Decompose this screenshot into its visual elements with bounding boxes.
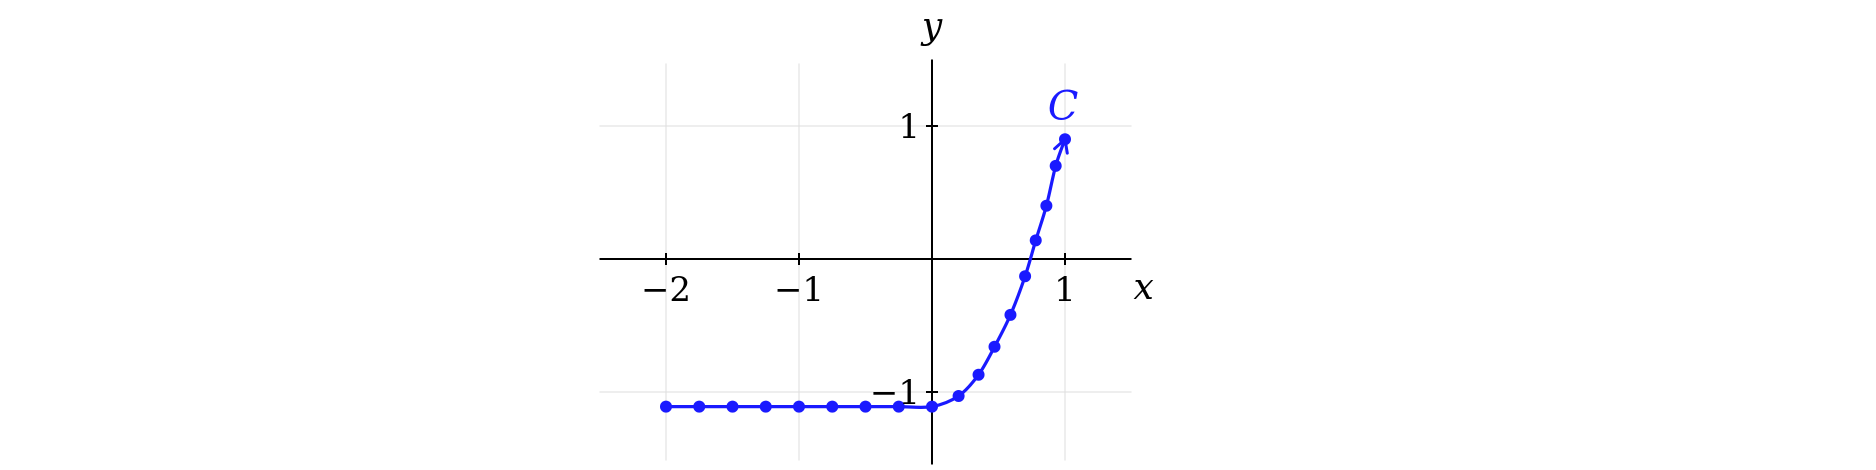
y-tick-label: −1 (870, 373, 920, 413)
data-point (892, 400, 905, 413)
data-point (859, 400, 872, 413)
data-point (972, 368, 985, 381)
data-point (693, 400, 706, 413)
x-axis-label: x (1134, 267, 1154, 308)
data-point (952, 389, 965, 402)
data-point (826, 400, 839, 413)
data-point (1049, 159, 1062, 172)
data-point (759, 400, 772, 413)
data-point (1029, 234, 1042, 247)
axes (599, 59, 1132, 465)
data-point (1004, 308, 1017, 321)
arrowhead (1053, 136, 1069, 155)
series-layer (660, 133, 1071, 413)
data-point (1040, 199, 1053, 212)
data-point (660, 400, 672, 413)
x-tick-label: −1 (774, 270, 824, 310)
data-point (726, 400, 739, 413)
labels-layer: −2 −1 1 −1 1 x y C (641, 6, 1154, 413)
y-axis-label: y (920, 6, 943, 47)
y-tick-label: 1 (898, 107, 920, 147)
x-tick-label: 1 (1054, 270, 1076, 310)
data-point (926, 400, 938, 413)
data-point (988, 340, 1001, 353)
series-line (666, 138, 1067, 410)
data-point (793, 400, 805, 413)
curve-label: C (1048, 83, 1079, 129)
data-point (1019, 270, 1032, 283)
x-tick-label: −2 (641, 270, 691, 310)
